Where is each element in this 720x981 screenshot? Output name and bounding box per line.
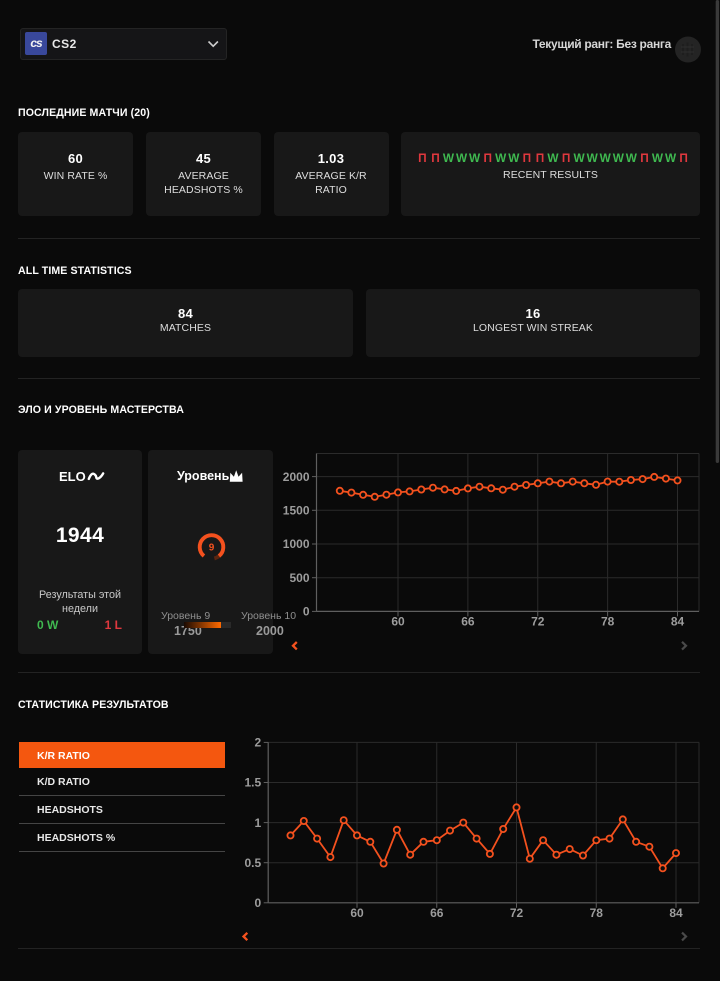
svg-text:78: 78 [601,615,615,629]
svg-text:60: 60 [350,906,364,920]
svg-text:84: 84 [669,906,683,920]
svg-text:2000: 2000 [283,470,310,484]
svg-text:1.5: 1.5 [245,776,262,790]
svg-text:500: 500 [289,571,309,585]
svg-text:0: 0 [303,605,310,619]
svg-text:0.5: 0.5 [245,856,262,870]
svg-text:0: 0 [255,896,262,910]
svg-text:66: 66 [430,906,444,920]
svg-text:72: 72 [531,615,545,629]
svg-text:1: 1 [255,816,262,830]
svg-text:66: 66 [461,615,475,629]
svg-text:72: 72 [510,906,524,920]
svg-text:78: 78 [590,906,604,920]
svg-text:2: 2 [255,736,262,750]
svg-text:1500: 1500 [283,504,310,518]
svg-text:84: 84 [671,615,685,629]
svg-text:9: 9 [209,543,215,554]
svg-text:60: 60 [391,615,405,629]
svg-text:1000: 1000 [283,537,310,551]
